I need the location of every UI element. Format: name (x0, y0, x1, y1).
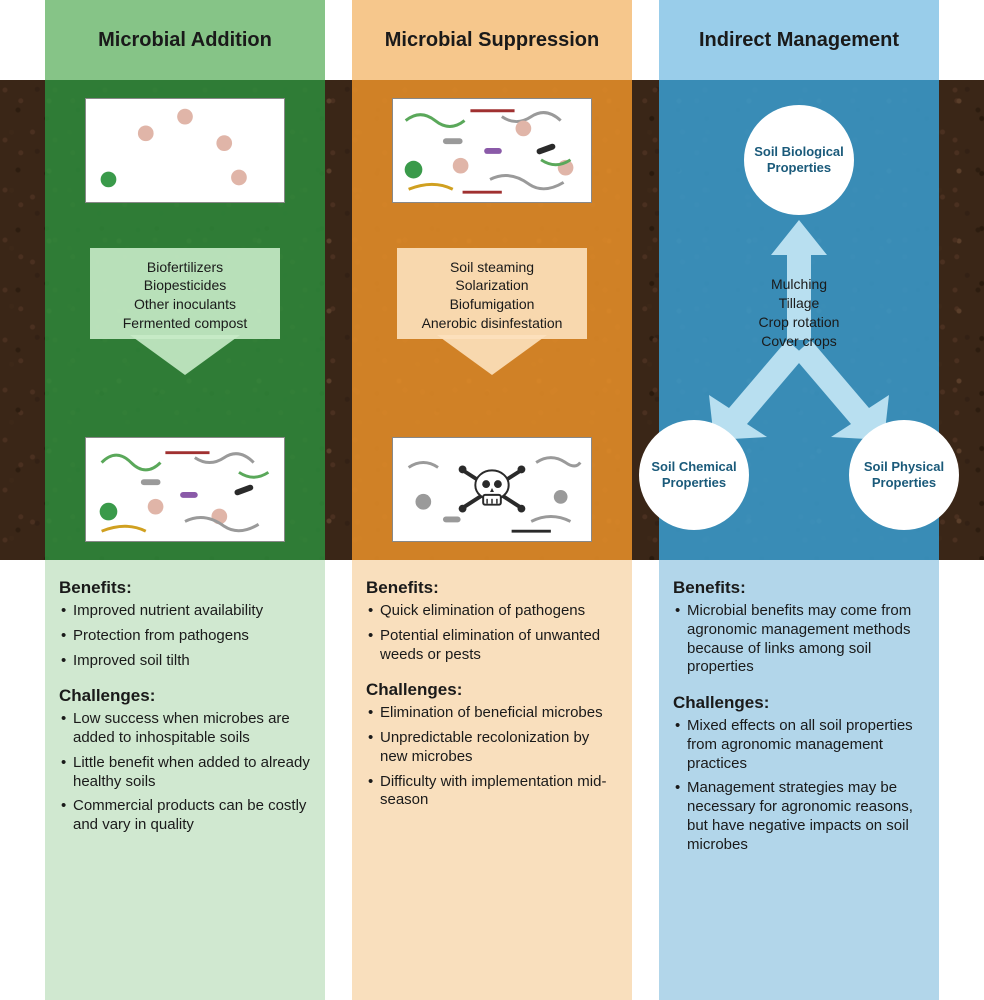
triangle-diagram: Soil Biological Properties Soil Chemical… (659, 80, 939, 560)
soil-physical-circle: Soil Physical Properties (849, 420, 959, 530)
benefits-heading: Benefits: (673, 578, 925, 598)
challenges-heading: Challenges: (366, 680, 618, 700)
challenges-list: Low success when microbes are added to i… (59, 710, 311, 835)
column-microbial-addition: Microbial Addition Biofertilizers Biopes… (45, 0, 325, 1000)
benefits-list: Microbial benefits may come from agronom… (673, 602, 925, 677)
column-microbial-suppression: Microbial Suppression (352, 0, 632, 1000)
arrow-line: Biofumigation (405, 295, 579, 314)
arrow-line: Other inoculants (98, 295, 272, 314)
list-item: Quick elimination of pathogens (368, 602, 618, 621)
arrow-line: Fermented compost (98, 314, 272, 333)
arrow-down: Biofertilizers Biopesticides Other inocu… (80, 248, 290, 393)
center-line: Crop rotation (724, 313, 874, 332)
list-item: Unpredictable recolonization by new micr… (368, 729, 618, 767)
sparse-microbes-box (85, 98, 285, 203)
columns-container: Microbial Addition Biofertilizers Biopes… (0, 0, 984, 1000)
list-item: Microbial benefits may come from agronom… (675, 602, 925, 677)
challenges-list: Mixed effects on all soil properties fro… (673, 717, 925, 854)
column-visual: Soil Biological Properties Soil Chemical… (659, 80, 939, 560)
dense-microbes-box (392, 98, 592, 203)
arrow-line: Biofertilizers (98, 258, 272, 277)
challenges-heading: Challenges: (673, 693, 925, 713)
list-item: Little benefit when added to already hea… (61, 754, 311, 792)
sparse-microbes-icon (86, 99, 284, 202)
list-item: Elimination of beneficial microbes (368, 704, 618, 723)
arrow-label: Soil steaming Solarization Biofumigation… (397, 248, 587, 340)
benefits-list: Quick elimination of pathogens Potential… (366, 602, 618, 664)
center-line: Mulching (724, 275, 874, 294)
column-text: Benefits: Microbial benefits may come fr… (659, 560, 939, 1000)
benefits-heading: Benefits: (59, 578, 311, 598)
column-indirect-management: Indirect Management Soil Biological Prop… (659, 0, 939, 1000)
triangle-center-label: Mulching Tillage Crop rotation Cover cro… (724, 275, 874, 351)
challenges-list: Elimination of beneficial microbes Unpre… (366, 704, 618, 810)
column-text: Benefits: Quick elimination of pathogens… (352, 560, 632, 1000)
dense-microbes-icon (393, 99, 591, 202)
list-item: Management strategies may be necessary f… (675, 779, 925, 854)
column-title: Microbial Addition (45, 0, 325, 80)
arrow-line: Biopesticides (98, 276, 272, 295)
list-item: Low success when microbes are added to i… (61, 710, 311, 748)
dense-microbes-icon (86, 438, 284, 541)
list-item: Protection from pathogens (61, 627, 311, 646)
dense-microbes-box (85, 437, 285, 542)
arrow-line: Solarization (405, 276, 579, 295)
column-visual: Biofertilizers Biopesticides Other inocu… (45, 80, 325, 560)
soil-biological-circle: Soil Biological Properties (744, 105, 854, 215)
column-title: Indirect Management (659, 0, 939, 80)
column-title: Microbial Suppression (352, 0, 632, 80)
challenges-heading: Challenges: (59, 686, 311, 706)
column-visual: Soil steaming Solarization Biofumigation… (352, 80, 632, 560)
center-line: Cover crops (724, 332, 874, 351)
arrow-head-icon (130, 335, 240, 375)
list-item: Mixed effects on all soil properties fro… (675, 717, 925, 773)
list-item: Potential elimination of unwanted weeds … (368, 627, 618, 665)
list-item: Improved soil tilth (61, 652, 311, 671)
arrow-label: Biofertilizers Biopesticides Other inocu… (90, 248, 280, 340)
arrow-head-icon (437, 335, 547, 375)
center-line: Tillage (724, 294, 874, 313)
arrow-down: Soil steaming Solarization Biofumigation… (387, 248, 597, 393)
benefits-heading: Benefits: (366, 578, 618, 598)
arrow-line: Soil steaming (405, 258, 579, 277)
column-text: Benefits: Improved nutrient availability… (45, 560, 325, 1000)
skull-microbes-box (392, 437, 592, 542)
soil-chemical-circle: Soil Chemical Properties (639, 420, 749, 530)
benefits-list: Improved nutrient availability Protectio… (59, 602, 311, 670)
list-item: Difficulty with implementation mid-seaso… (368, 773, 618, 811)
list-item: Improved nutrient availability (61, 602, 311, 621)
list-item: Commercial products can be costly and va… (61, 797, 311, 835)
skull-microbes-icon (393, 438, 591, 541)
arrow-line: Anerobic disinfestation (405, 314, 579, 333)
